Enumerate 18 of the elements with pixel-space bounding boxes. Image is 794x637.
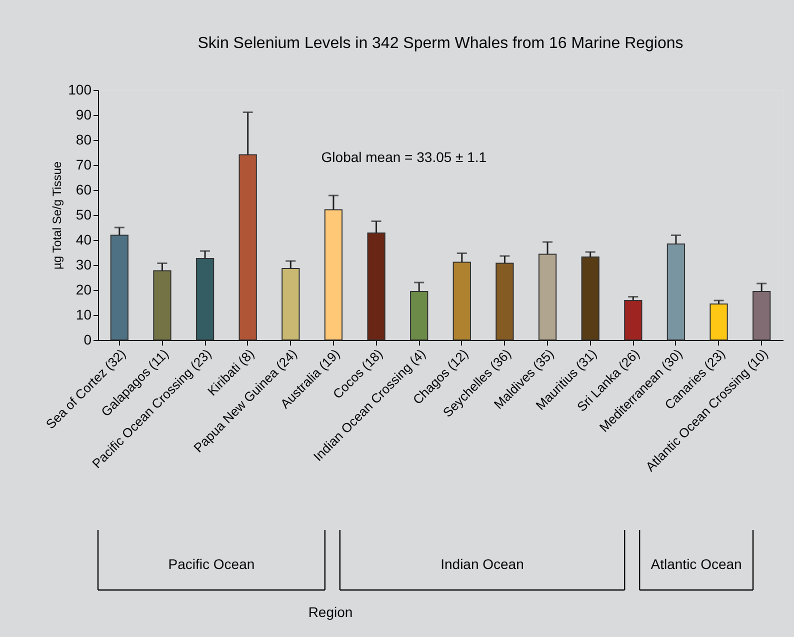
- y-tick-label: 20: [76, 282, 92, 298]
- y-tick-label: 70: [76, 156, 92, 172]
- chart-title: Skin Selenium Levels in 342 Sperm Whales from 16 Marine Regions: [198, 35, 684, 52]
- y-tick-label: 30: [76, 256, 92, 272]
- text: Indian Ocean: [440, 556, 524, 572]
- y-tick-label: 90: [76, 106, 92, 122]
- y-tick-label: 80: [76, 132, 92, 148]
- y-tick-label: 40: [76, 232, 92, 248]
- y-tick-label: 100: [68, 82, 92, 98]
- text: Atlantic Ocean: [650, 556, 742, 572]
- text: Region: [308, 604, 353, 620]
- y-axis-title: µg Total Se/g Tissue: [50, 161, 64, 270]
- annotation: Global mean = 33.05 ± 1.1: [321, 149, 487, 165]
- y-tick-label: 10: [76, 306, 92, 322]
- y-tick-label: 50: [76, 206, 92, 222]
- y-tick-label: 60: [76, 182, 92, 198]
- y-tick-label: 0: [84, 332, 92, 348]
- text: Pacific Ocean: [168, 556, 255, 572]
